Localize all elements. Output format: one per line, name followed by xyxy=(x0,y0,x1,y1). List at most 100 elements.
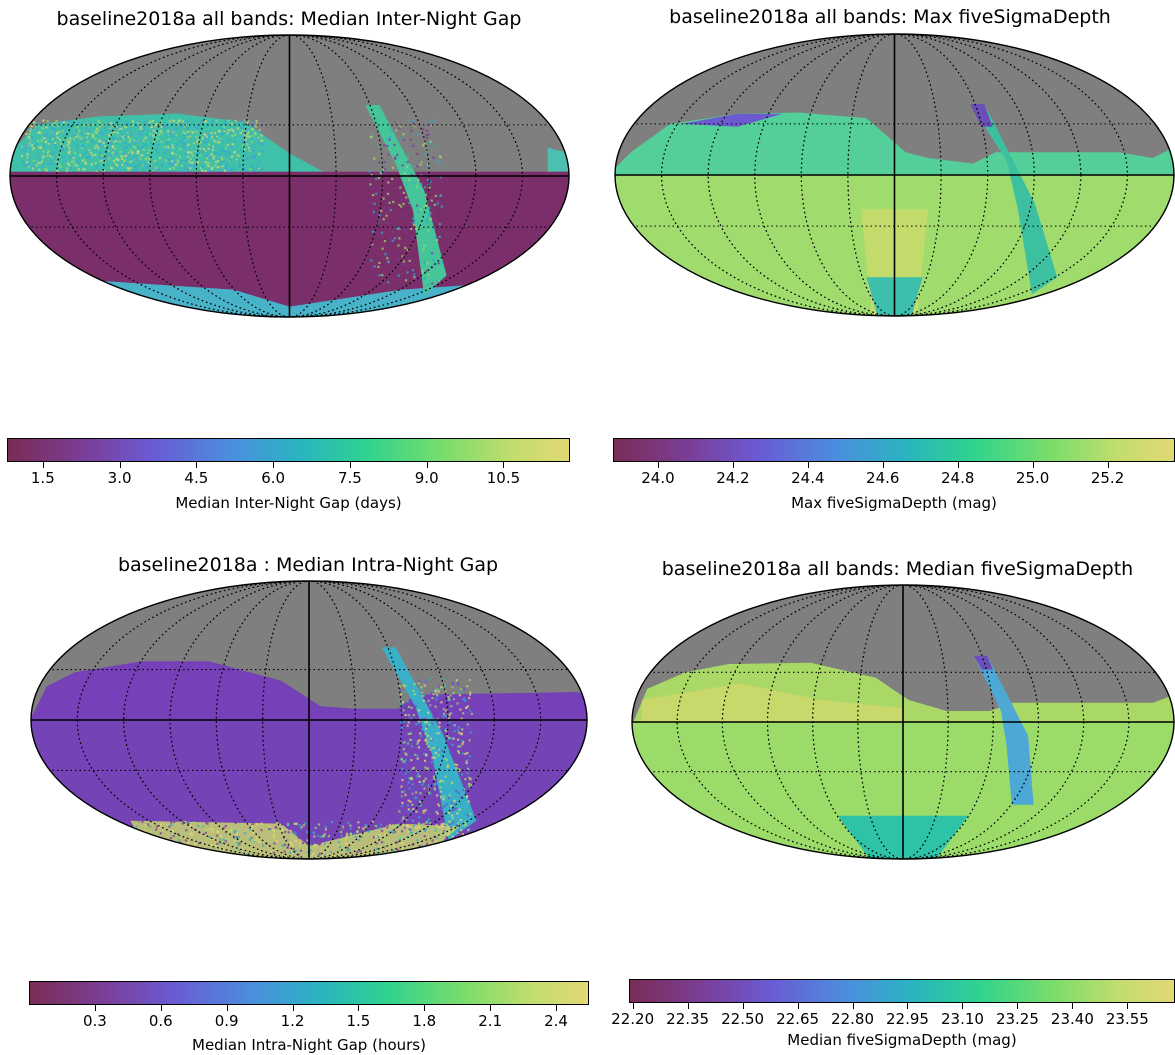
data-pixel xyxy=(130,138,132,140)
data-pixel xyxy=(448,812,450,814)
data-pixel xyxy=(195,136,197,138)
colorbar-tick xyxy=(293,1005,294,1011)
data-pixel xyxy=(407,804,409,806)
data-pixel xyxy=(414,852,416,854)
data-pixel xyxy=(130,161,132,163)
data-pixel xyxy=(123,152,125,154)
data-pixel xyxy=(142,130,144,132)
data-pixel xyxy=(392,240,394,242)
data-pixel xyxy=(273,845,275,847)
data-pixel xyxy=(440,791,442,793)
data-pixel xyxy=(211,136,213,138)
data-pixel xyxy=(185,145,187,147)
data-pixel xyxy=(210,146,212,148)
data-pixel xyxy=(204,141,206,143)
data-pixel xyxy=(402,709,404,711)
data-pixel xyxy=(370,259,372,261)
data-pixel xyxy=(457,729,459,731)
data-pixel xyxy=(251,122,253,124)
data-pixel xyxy=(22,126,24,128)
data-pixel xyxy=(282,829,284,831)
data-pixel xyxy=(54,142,56,144)
data-pixel xyxy=(223,126,225,128)
data-pixel xyxy=(376,848,378,850)
data-pixel xyxy=(88,130,90,132)
data-pixel xyxy=(342,847,344,849)
data-pixel xyxy=(370,245,372,247)
data-pixel xyxy=(422,128,424,130)
data-pixel xyxy=(26,143,28,145)
data-pixel xyxy=(49,155,51,157)
data-pixel xyxy=(213,137,215,139)
data-pixel xyxy=(408,119,410,121)
data-pixel xyxy=(37,132,39,134)
data-pixel xyxy=(25,133,27,135)
data-pixel xyxy=(123,133,125,135)
data-pixel xyxy=(290,830,292,832)
data-pixel xyxy=(74,163,76,165)
data-pixel xyxy=(51,163,53,165)
data-pixel xyxy=(200,120,202,122)
data-pixel xyxy=(216,120,218,122)
data-pixel xyxy=(116,125,118,127)
data-pixel xyxy=(429,212,431,214)
data-pixel xyxy=(101,159,103,161)
colorbar-label: Median Inter-Night Gap (days) xyxy=(7,494,570,512)
data-pixel xyxy=(99,125,101,127)
data-pixel xyxy=(27,163,29,165)
data-pixel xyxy=(432,839,434,841)
data-pixel xyxy=(345,837,347,839)
data-pixel xyxy=(468,808,470,810)
data-pixel xyxy=(234,840,236,842)
data-pixel xyxy=(431,723,433,725)
data-pixel xyxy=(413,789,415,791)
data-pixel xyxy=(261,150,263,152)
colorbar-tick xyxy=(490,1005,491,1011)
data-pixel xyxy=(411,707,413,709)
data-pixel xyxy=(404,685,406,687)
data-pixel xyxy=(193,822,195,824)
data-pixel xyxy=(448,797,450,799)
data-pixel xyxy=(178,848,180,850)
data-pixel xyxy=(470,778,472,780)
data-pixel xyxy=(261,135,263,137)
data-pixel xyxy=(395,825,397,827)
data-pixel xyxy=(412,222,414,224)
data-pixel xyxy=(359,850,361,852)
data-pixel xyxy=(466,752,468,754)
data-pixel xyxy=(466,765,468,767)
data-pixel xyxy=(184,170,186,172)
data-pixel xyxy=(175,164,177,166)
data-pixel xyxy=(21,155,23,157)
data-pixel xyxy=(182,121,184,123)
colorbar-tick-label: 2.1 xyxy=(478,1012,502,1030)
data-pixel xyxy=(185,147,187,149)
colorbar-tick-label: 23.25 xyxy=(996,1010,1039,1028)
data-pixel xyxy=(378,262,380,264)
data-pixel xyxy=(228,120,230,122)
data-pixel xyxy=(216,843,218,845)
data-pixel xyxy=(260,823,262,825)
data-pixel xyxy=(188,160,190,162)
data-pixel xyxy=(237,127,239,129)
data-pixel xyxy=(69,120,71,122)
data-pixel xyxy=(410,717,412,719)
data-pixel xyxy=(57,137,59,139)
colorbar-tick xyxy=(424,1005,425,1011)
data-pixel xyxy=(110,154,112,156)
data-pixel xyxy=(261,143,263,145)
data-pixel xyxy=(221,158,223,160)
data-pixel xyxy=(31,145,33,147)
data-pixel xyxy=(424,717,426,719)
data-pixel xyxy=(46,138,48,140)
data-pixel xyxy=(404,172,406,174)
data-pixel xyxy=(394,187,396,189)
data-pixel xyxy=(362,828,364,830)
colorbar-tick-label: 24.6 xyxy=(866,469,899,487)
data-pixel xyxy=(287,823,289,825)
data-pixel xyxy=(398,810,400,812)
data-pixel xyxy=(419,801,421,803)
data-pixel xyxy=(424,835,426,837)
data-pixel xyxy=(341,841,343,843)
data-pixel xyxy=(452,817,454,819)
